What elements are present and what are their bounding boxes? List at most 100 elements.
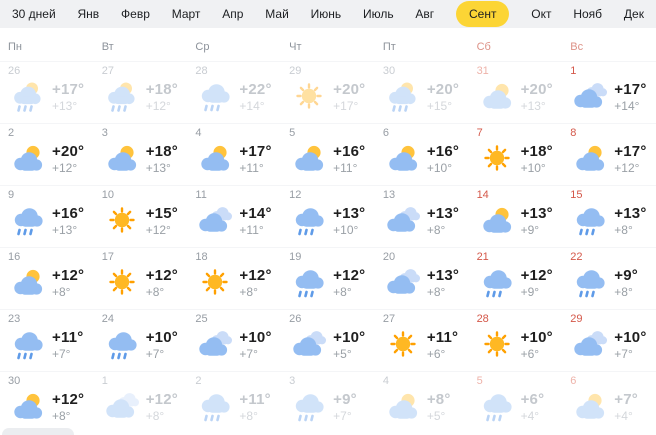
cell-date: 2: [195, 375, 202, 387]
night-temp: +7°: [614, 346, 633, 361]
calendar-cell[interactable]: 15 +13° +8°: [562, 185, 656, 247]
day-temp: +13°: [426, 205, 460, 223]
night-temp: +8°: [145, 284, 165, 299]
cell-date: 14: [476, 189, 489, 201]
calendar-cell[interactable]: 16 +12° +8°: [0, 247, 94, 309]
cell-date: 30: [382, 65, 396, 77]
tab-may[interactable]: Май: [265, 7, 289, 21]
cell-date: 13: [382, 189, 396, 201]
calendar-cell[interactable]: 8 +17° +12°: [562, 123, 656, 185]
calendar-cell[interactable]: 1 +12° +8°: [93, 371, 188, 433]
calendar-cell[interactable]: 14 +13° +9°: [468, 185, 563, 247]
calendar-cell[interactable]: 4 +8° +5°: [374, 371, 469, 433]
calendar-cell[interactable]: 17 +12° +8°: [93, 247, 188, 309]
day-temp: +18°: [145, 143, 178, 161]
day-temp: +12°: [52, 391, 85, 409]
weekday-header-row: Пн Вт Ср Чт Пт Сб Вс: [0, 28, 656, 61]
cloudy-icon: [102, 390, 142, 424]
night-temp: +8°: [614, 222, 633, 237]
cell-date: 12: [289, 189, 302, 201]
calendar-cell[interactable]: 3 +9° +7°: [281, 371, 375, 433]
day-temp: +9°: [333, 391, 357, 409]
night-temp: +8°: [239, 284, 258, 299]
cell-forecast: +12° +8°: [102, 266, 188, 300]
day-temp: +17°: [52, 81, 85, 99]
calendar-cell[interactable]: 25 +10° +7°: [187, 309, 282, 371]
calendar-cell[interactable]: 27 +11° +6°: [374, 309, 469, 371]
calendar-cell[interactable]: 6 +7° +4°: [562, 371, 656, 433]
cell-forecast: +22° +14°: [195, 80, 281, 114]
cell-forecast: +16° +13°: [8, 204, 94, 238]
cloud-rain-icon: [8, 204, 48, 238]
calendar-cell[interactable]: 2 +20° +12°: [0, 123, 94, 185]
cell-forecast: +12° +8°: [8, 390, 94, 424]
tab-jun[interactable]: Июнь: [310, 7, 342, 21]
tab-nov[interactable]: Нояб: [573, 7, 603, 21]
tab-apr[interactable]: Апр: [222, 7, 244, 21]
calendar-cell[interactable]: 29 +20° +17°: [281, 61, 375, 123]
calendar-cell[interactable]: 19 +12° +8°: [281, 247, 375, 309]
calendar-cell[interactable]: 10 +15° +12°: [93, 185, 188, 247]
night-temp: +11°: [239, 222, 264, 237]
calendar-cell[interactable]: 22 +9° +8°: [562, 247, 656, 309]
tab-mar[interactable]: Март: [171, 7, 201, 21]
cell-forecast: +9° +7°: [289, 390, 375, 424]
calendar-cell[interactable]: 28 +22° +14°: [187, 61, 282, 123]
calendar-cell[interactable]: 6 +16° +10°: [374, 123, 469, 185]
cell-date: 23: [8, 313, 21, 325]
calendar-cell[interactable]: 18 +12° +8°: [187, 247, 282, 309]
tab-days30[interactable]: 30 дней: [12, 7, 56, 21]
cell-date: 27: [101, 65, 114, 77]
calendar-cell[interactable]: 28 +10° +6°: [468, 309, 563, 371]
cell-date: 29: [289, 65, 302, 77]
cell-forecast: +20° +12°: [8, 142, 94, 176]
calendar-cell[interactable]: 26 +17° +13°: [0, 61, 94, 123]
calendar-cell[interactable]: 12 +13° +10°: [281, 185, 375, 247]
cell-forecast: +12° +8°: [195, 266, 281, 300]
tab-dec[interactable]: Дек: [623, 7, 644, 21]
calendar-cell[interactable]: 30 +12° +8°: [0, 371, 94, 433]
calendar-cell[interactable]: 27 +18° +12°: [93, 61, 188, 123]
calendar-cell[interactable]: 5 +6° +4°: [468, 371, 563, 433]
calendar-cell[interactable]: 29 +10° +7°: [562, 309, 656, 371]
night-temp: +10°: [426, 160, 452, 175]
calendar-cell[interactable]: 3 +18° +13°: [93, 123, 188, 185]
calendar-cell[interactable]: 26 +10° +5°: [281, 309, 375, 371]
calendar-cell[interactable]: 2 +11° +8°: [187, 371, 282, 433]
day-temp: +11°: [426, 329, 459, 347]
calendar-grid: 26 +17° +13° 27 +18° +12° 28 +22° +14° 29 +20° +17°…: [0, 61, 656, 433]
cloud-sun-icon: [195, 142, 235, 176]
tab-jan[interactable]: Янв: [77, 7, 100, 21]
cloud-rain-icon: [195, 390, 235, 424]
calendar-cell[interactable]: 20 +13° +8°: [374, 247, 469, 309]
tab-aug[interactable]: Авг: [415, 7, 435, 21]
cell-date: 21: [476, 251, 489, 263]
calendar-cell[interactable]: 13 +13° +8°: [374, 185, 469, 247]
calendar-cell[interactable]: 7 +18° +10°: [468, 123, 563, 185]
calendar-cell[interactable]: 1 +17° +14°: [562, 61, 656, 123]
cloud-rain-icon: [195, 80, 235, 114]
calendar-cell[interactable]: 4 +17° +11°: [187, 123, 282, 185]
tab-sep[interactable]: Сент: [456, 1, 510, 27]
day-temp: +13°: [333, 205, 366, 223]
night-temp: +8°: [145, 408, 165, 423]
cloud-sun-rain-icon: [102, 80, 142, 114]
cell-date: 5: [289, 127, 296, 139]
calendar-cell[interactable]: 24 +10° +7°: [93, 309, 188, 371]
calendar-cell[interactable]: 11 +14° +11°: [187, 185, 282, 247]
tab-oct[interactable]: Окт: [531, 7, 552, 21]
calendar-cell[interactable]: 23 +11° +7°: [0, 309, 94, 371]
calendar-cell[interactable]: 21 +12° +9°: [468, 247, 563, 309]
cell-forecast: +11° +7°: [8, 328, 94, 362]
calendar-cell[interactable]: 30 +20° +15°: [374, 61, 469, 123]
cell-date: 9: [8, 189, 15, 201]
tab-feb[interactable]: Февр: [121, 7, 150, 21]
calendar-cell[interactable]: 31 +20° +13°: [468, 61, 563, 123]
tab-jul[interactable]: Июль: [362, 7, 394, 21]
cell-date: 28: [195, 65, 208, 77]
calendar-cell[interactable]: 9 +16° +13°: [0, 185, 94, 247]
day-temp: +11°: [52, 329, 84, 347]
night-temp: +15°: [426, 98, 452, 113]
calendar-cell[interactable]: 5 +16° +11°: [281, 123, 375, 185]
night-temp: +10°: [520, 160, 546, 175]
